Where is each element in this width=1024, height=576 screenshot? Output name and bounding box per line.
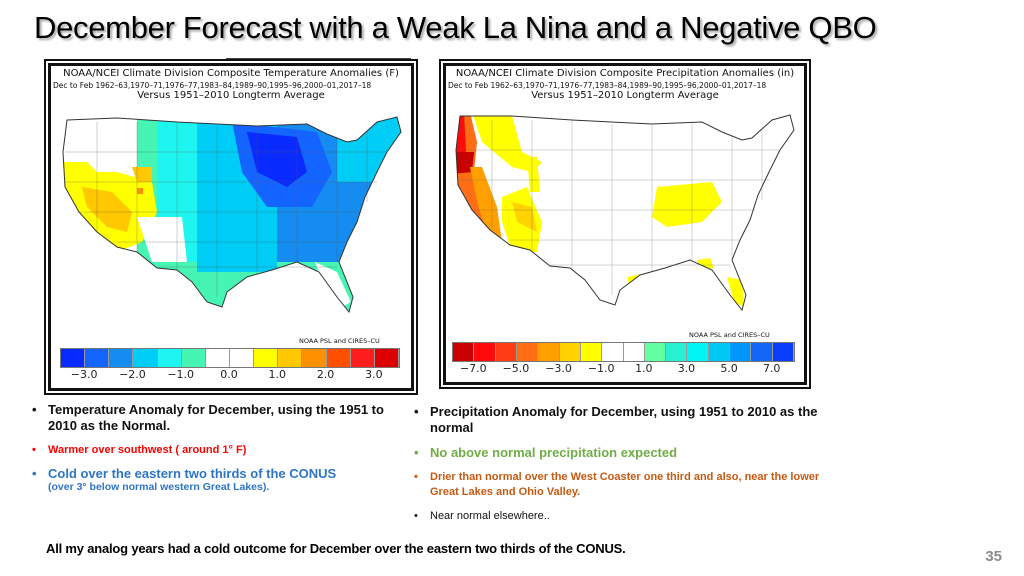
cold-east-detail: (over 3° below normal western Great Lake… xyxy=(48,481,270,493)
precipitation-note-no-above-normal: No above normal precipitation expected xyxy=(414,445,824,461)
temperature-legend-swatch xyxy=(205,349,230,367)
precipitation-legend-label: −1.0 xyxy=(587,362,615,375)
temperature-us-map xyxy=(62,116,402,314)
precipitation-legend-swatch xyxy=(516,343,539,361)
precipitation-legend-swatch xyxy=(644,343,667,361)
precipitation-legend-swatch xyxy=(453,343,475,361)
temperature-map-years: Dec to Feb 1962–63,1970–71,1976–77,1983–… xyxy=(53,80,372,90)
temperature-legend-swatch xyxy=(229,349,255,367)
temperature-legend-labels: −3.0 −2.0 −1.0 0.0 1.0 2.0 3.0 xyxy=(60,368,398,382)
temperature-legend xyxy=(60,348,400,368)
temperature-legend-label: −2.0 xyxy=(119,368,146,381)
precipitation-legend-swatch xyxy=(772,343,794,361)
precipitation-legend-swatch xyxy=(730,343,752,361)
temperature-map-title: NOAA/NCEI Climate Division Composite Tem… xyxy=(63,68,399,79)
temperature-map-baseline: Versus 1951–2010 Longterm Average xyxy=(137,89,325,101)
temperature-legend-swatch xyxy=(109,349,134,367)
precipitation-map-title: NOAA/NCEI Climate Division Composite Pre… xyxy=(455,68,795,79)
precipitation-legend-swatch xyxy=(666,343,688,361)
precipitation-legend-swatch xyxy=(538,343,560,361)
temperature-legend-swatch xyxy=(278,349,303,367)
analog-years-note: All my analog years had a cold outcome f… xyxy=(46,541,626,556)
temperature-notes: Temperature Anomaly for December, using … xyxy=(32,402,412,503)
temperature-legend-label: 2.0 xyxy=(316,368,335,381)
slide-title: December Forecast with a Weak La Nina an… xyxy=(34,10,877,45)
temperature-legend-swatch xyxy=(181,349,206,367)
precipitation-anomaly-map: NOAA/NCEI Climate Division Composite Pre… xyxy=(443,63,807,385)
precipitation-legend-label: −7.0 xyxy=(459,362,487,375)
temperature-legend-swatch xyxy=(61,349,86,367)
precipitation-legend-swatch xyxy=(495,343,517,361)
temperature-note-1: Temperature Anomaly for December, using … xyxy=(32,402,412,434)
precipitation-notes: Precipitation Anomaly for December, usin… xyxy=(414,404,824,532)
precipitation-note-1: Precipitation Anomaly for December, usin… xyxy=(414,404,824,436)
precipitation-map-baseline: Versus 1951–2010 Longterm Average xyxy=(531,89,719,101)
precipitation-legend-label: −5.0 xyxy=(502,362,530,375)
temperature-note-warm-southwest: Warmer over southwest ( around 1° F) xyxy=(32,443,412,457)
temperature-map-header: NOAA/NCEI Climate Division Composite Tem… xyxy=(51,66,411,102)
precipitation-map-credit: NOAA PSL and CIRES–CU xyxy=(689,331,770,339)
temperature-legend-swatch xyxy=(85,349,110,367)
precipitation-legend-label: 7.0 xyxy=(762,362,781,375)
precipitation-legend-label: 5.0 xyxy=(720,362,738,375)
temperature-legend-label: −3.0 xyxy=(70,368,98,381)
temperature-legend-label: −1.0 xyxy=(167,368,195,381)
temperature-legend-swatch xyxy=(133,349,158,367)
precipitation-note-drier: Drier than normal over the West Coaster … xyxy=(414,470,824,500)
precipitation-legend-swatch xyxy=(687,343,709,361)
temperature-legend-swatch xyxy=(374,349,399,367)
page-number: 35 xyxy=(985,548,1002,565)
temperature-legend-label: 0.0 xyxy=(220,368,238,381)
temperature-legend-swatch xyxy=(302,349,327,367)
temperature-legend-swatch xyxy=(157,349,182,367)
precipitation-legend-swatch xyxy=(602,343,624,361)
precipitation-legend-swatch xyxy=(580,343,603,361)
title-underline xyxy=(226,58,411,59)
temperature-legend-label: 3.0 xyxy=(365,368,383,381)
precipitation-legend-label: −3.0 xyxy=(545,362,572,375)
precipitation-legend-swatch xyxy=(708,343,731,361)
precipitation-note-near-normal: Near normal elsewhere.. xyxy=(414,509,824,523)
cold-east-main: Cold over the eastern two thirds of the … xyxy=(48,466,337,481)
temperature-legend-swatch xyxy=(326,349,351,367)
temperature-legend-swatch xyxy=(254,349,279,367)
precipitation-legend-label: 3.0 xyxy=(677,362,696,375)
precipitation-map-header: NOAA/NCEI Climate Division Composite Pre… xyxy=(446,66,804,102)
precipitation-legend-swatch xyxy=(559,343,581,361)
temperature-legend-label: 1.0 xyxy=(268,368,287,381)
precipitation-legend-swatch xyxy=(751,343,773,361)
temperature-legend-swatch xyxy=(350,349,375,367)
precipitation-us-map xyxy=(455,114,795,312)
precipitation-map-years: Dec to Feb 1962–63,1970–71,1976–77,1983–… xyxy=(448,80,767,90)
temperature-map-credit: NOAA PSL and CIRES–CU xyxy=(299,337,380,345)
precipitation-legend-swatch xyxy=(623,343,645,361)
precipitation-legend-labels: −7.0 −5.0 −3.0 −1.0 1.0 3.0 5.0 7.0 xyxy=(452,362,793,376)
precipitation-legend xyxy=(452,342,795,362)
temperature-anomaly-map: NOAA/NCEI Climate Division Composite Tem… xyxy=(48,63,414,391)
temperature-note-cold-east: Cold over the eastern two thirds of the … xyxy=(32,466,412,494)
precipitation-legend-swatch xyxy=(474,343,496,361)
precipitation-legend-label: 1.0 xyxy=(635,362,653,375)
